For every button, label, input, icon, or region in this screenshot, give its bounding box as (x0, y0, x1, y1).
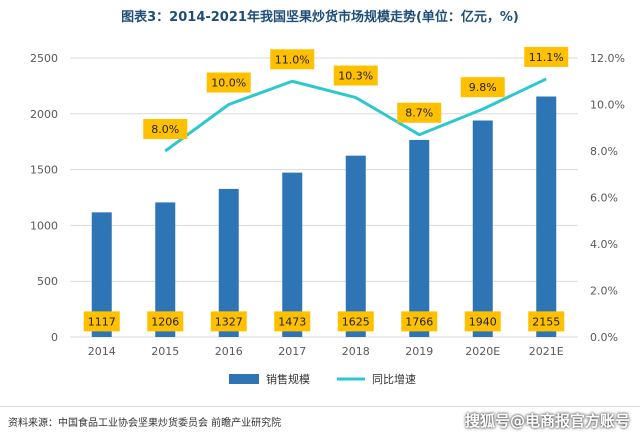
bar-2020E (472, 120, 493, 337)
line-label-box (524, 46, 569, 67)
chart-title: 图表3：2014-2021年我国坚果炒货市场规模走势(单位：亿元，%) (121, 10, 519, 25)
line-label-box (333, 65, 378, 86)
legend-label-bar: 销售规模 (266, 372, 310, 386)
y-left-tick-label: 500 (37, 275, 58, 288)
line-value-label: 8.0% (151, 123, 179, 136)
x-tick-label: 2014 (88, 345, 116, 358)
x-tick-label: 2020E (465, 345, 500, 358)
watermark-text: 搜狐号@电商报官方账号 (464, 412, 630, 430)
bar-2021E (536, 96, 557, 337)
bar-label-box (337, 311, 374, 332)
y-right-tick-label: 6.0% (590, 192, 618, 205)
legend-swatch-bar (229, 374, 259, 384)
bar-label-box (464, 311, 501, 332)
line-value-label: 10.0% (211, 77, 246, 90)
line-value-label: 11.0% (275, 53, 310, 66)
y-right-tick-label: 10.0% (590, 99, 625, 112)
bar-2018 (345, 155, 366, 337)
y-left-tick-label: 1000 (30, 219, 58, 232)
line-label-box (460, 77, 505, 98)
line-label-box (143, 119, 188, 139)
bar-value-label: 1473 (278, 315, 306, 328)
bar-label-box (528, 311, 565, 332)
y-right-tick-label: 4.0% (590, 238, 618, 251)
y-left-tick-label: 1500 (30, 164, 58, 177)
x-tick-label: 2015 (151, 345, 179, 358)
x-tick-label: 2017 (278, 345, 306, 358)
bar-2019 (409, 139, 430, 337)
bar-label-box (83, 311, 120, 332)
bar-2014 (91, 212, 112, 337)
x-tick-label: 2021E (529, 345, 564, 358)
y-left-tick-label: 2000 (30, 108, 58, 121)
bar-value-label: 2155 (532, 315, 560, 328)
line-value-label: 10.3% (338, 70, 373, 83)
bar-value-label: 1206 (151, 315, 179, 328)
bar-label-box (274, 311, 311, 332)
line-value-label: 8.7% (405, 107, 433, 120)
y-left-tick-label: 0 (51, 331, 58, 344)
y-left-tick-label: 2500 (30, 52, 58, 65)
x-tick-label: 2019 (405, 345, 433, 358)
y-right-tick-label: 0.0% (590, 331, 618, 344)
bar-value-label: 1766 (405, 315, 433, 328)
bar-2016 (218, 188, 239, 337)
line-label-box (397, 102, 442, 123)
bar-label-box (210, 311, 247, 332)
line-label-box (270, 49, 315, 70)
footer-divider (0, 406, 640, 407)
bar-value-label: 1625 (342, 315, 370, 328)
source-note: 资料来源：中国食品工业协会坚果炒货委员会 前瞻产业研究院 (8, 418, 282, 429)
bar-value-label: 1940 (469, 315, 497, 328)
bar-2015 (155, 202, 176, 337)
line-value-label: 9.8% (469, 81, 497, 94)
bar-value-label: 1117 (88, 315, 116, 328)
legend-label-line: 同比增速 (372, 372, 416, 386)
bar-label-box (401, 311, 438, 332)
x-tick-label: 2016 (215, 345, 243, 358)
y-right-tick-label: 12.0% (590, 52, 625, 65)
line-label-box (206, 72, 251, 93)
bar-label-box (147, 311, 184, 332)
bar-2017 (282, 172, 303, 337)
growth-line (164, 77, 547, 153)
line-value-label: 11.1% (529, 51, 564, 64)
bar-value-label: 1327 (215, 315, 243, 328)
y-right-tick-label: 2.0% (590, 285, 618, 298)
x-tick-label: 2018 (342, 345, 370, 358)
y-right-tick-label: 8.0% (590, 145, 618, 158)
